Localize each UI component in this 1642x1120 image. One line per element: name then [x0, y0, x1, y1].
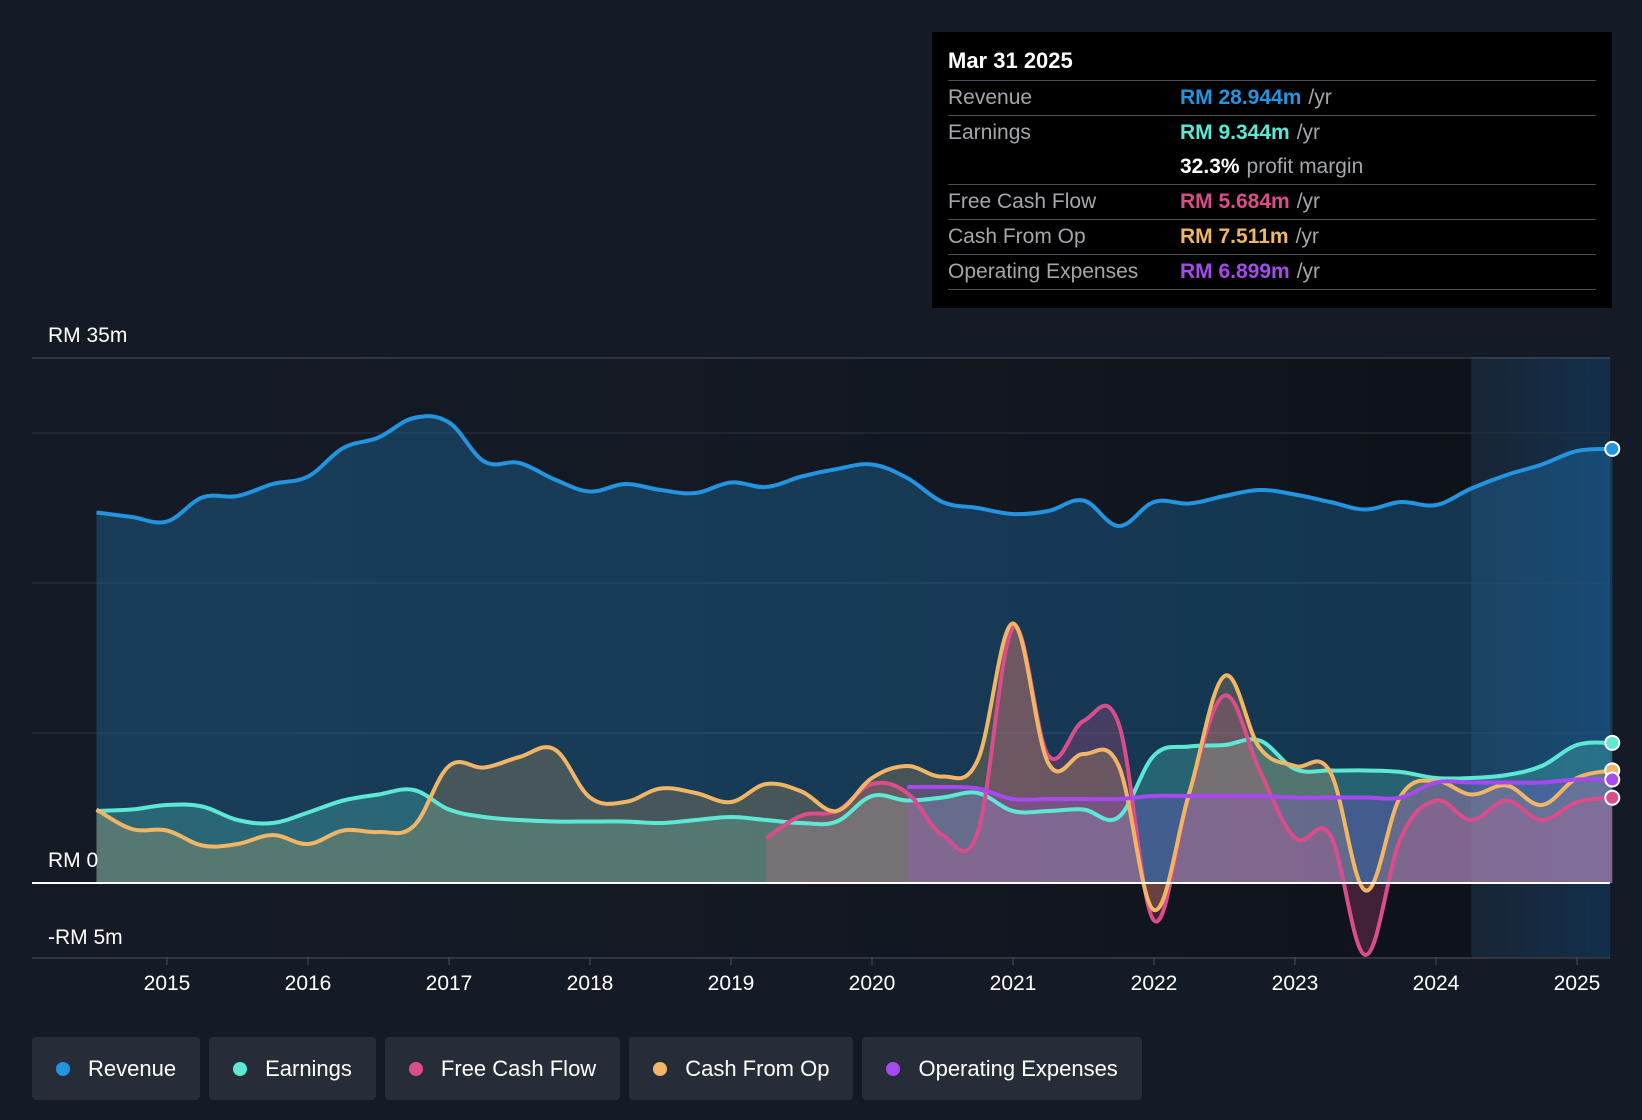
legend-dot-icon [886, 1061, 901, 1076]
legend-dot-icon [653, 1061, 668, 1076]
tooltip-row-profit-margin: 32.3% profit margin [948, 150, 1596, 184]
legend-item-earnings[interactable]: Earnings [209, 1037, 376, 1100]
series-lines [95, 414, 1613, 958]
legend-label: Cash From Op [685, 1055, 830, 1081]
y-axis-labels: RM 35m RM 0 -RM 5m [48, 324, 127, 949]
past-shade [32, 357, 1472, 957]
tooltip-label: Earnings [948, 121, 1031, 144]
x-tick-label: 2025 [1554, 972, 1601, 995]
legend-label: Earnings [265, 1055, 352, 1081]
operating-expenses-area [907, 779, 1613, 883]
cash-from-op-area [96, 623, 1613, 911]
tooltip-label: Cash From Op [948, 225, 1086, 248]
tooltip-row-earnings: Earnings RM 9.344m /yr [948, 115, 1596, 150]
y-tick-label: RM 0 [48, 849, 98, 872]
series-end-markers [1604, 440, 1621, 806]
earnings-line [96, 737, 1613, 827]
tooltip-label: Free Cash Flow [948, 190, 1097, 213]
legend-item-cash-from-op[interactable]: Cash From Op [629, 1037, 854, 1100]
tooltip-row-free-cash-flow: Free Cash Flow RM 5.684m /yr [948, 184, 1596, 219]
cash-from-op-line [95, 621, 1613, 912]
tooltip-unit: /yr [1296, 121, 1321, 144]
free-cash-flow-end-dot [1604, 789, 1621, 806]
tooltip-row-operating-expenses: Operating Expenses RM 6.899m /yr [948, 254, 1596, 290]
legend-dot-icon [408, 1061, 423, 1076]
tooltip-date: Mar 31 2025 [948, 48, 1073, 73]
x-tick-label: 2021 [990, 972, 1037, 995]
tooltip-unit: /yr [1296, 260, 1321, 283]
tooltip-unit: /yr [1295, 225, 1319, 248]
x-tick-label: 2024 [1413, 972, 1460, 995]
x-tick-label: 2019 [708, 972, 755, 995]
tooltip-unit: profit margin [1246, 155, 1364, 178]
x-tick-label: 2016 [285, 972, 332, 995]
legend-item-operating-expenses[interactable]: Operating Expenses [862, 1037, 1142, 1100]
free-cash-flow-area [766, 626, 1613, 956]
legend-dot-icon [233, 1061, 248, 1076]
tooltip-label: Revenue [948, 86, 1033, 109]
x-tick-label: 2020 [849, 972, 896, 995]
tooltip-value: RM 28.944m [1180, 86, 1302, 109]
legend-dot-icon [56, 1061, 70, 1076]
legend-label: Operating Expenses [918, 1055, 1118, 1081]
tooltip-value: 32.3% [1180, 155, 1240, 178]
tooltip-value: RM 6.899m [1180, 260, 1290, 283]
tooltip-row-revenue: Revenue RM 28.944m /yr [948, 80, 1596, 115]
tooltip-value: RM 7.511m [1180, 225, 1289, 248]
earnings-area [96, 739, 1613, 883]
revenue-line [96, 414, 1613, 529]
legend-item-free-cash-flow[interactable]: Free Cash Flow [384, 1037, 621, 1100]
tooltip-unit: /yr [1308, 86, 1332, 109]
y-tick-label: -RM 5m [48, 926, 123, 949]
y-tick-label: RM 35m [48, 324, 127, 347]
x-tick-label: 2017 [426, 972, 473, 995]
legend-item-revenue[interactable]: Revenue [32, 1037, 201, 1100]
tooltip-unit: /yr [1296, 190, 1321, 213]
grid-lines [32, 357, 1610, 959]
tooltip-row-cash-from-op: Cash From Op RM 7.511m /yr [948, 219, 1596, 254]
x-tick-label: 2018 [567, 972, 614, 995]
tooltip-value: RM 9.344m [1180, 121, 1290, 144]
forecast-shade [1471, 357, 1610, 957]
operating-expenses-line [907, 777, 1613, 802]
earnings-end-dot [1604, 734, 1621, 751]
x-axis-labels: 2015 2016 2017 2018 2019 2020 2021 2022 2023 2024… [144, 957, 1601, 995]
x-tick-label: 2015 [144, 972, 191, 995]
revenue-end-dot [1604, 440, 1621, 457]
tooltip-panel: Mar 31 2025 Revenue RM 28.944m /yr Earni… [932, 32, 1612, 308]
x-tick-label: 2023 [1272, 972, 1319, 995]
legend-label: Free Cash Flow [440, 1055, 597, 1081]
x-tick-label: 2022 [1131, 972, 1178, 995]
operating-expenses-end-dot [1604, 771, 1621, 788]
legend: Revenue Earnings Free Cash Flow Cash Fro… [32, 1037, 1142, 1100]
tooltip-label: Operating Expenses [948, 260, 1139, 283]
tooltip-value: RM 5.684m [1180, 190, 1290, 213]
legend-label: Revenue [88, 1055, 177, 1081]
